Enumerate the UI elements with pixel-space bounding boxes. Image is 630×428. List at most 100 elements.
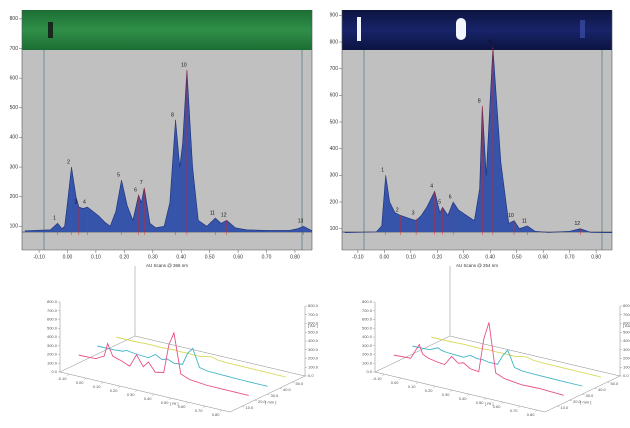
z-tick-label: 100.0 bbox=[47, 360, 58, 365]
y-tick-label: 300 bbox=[330, 173, 339, 179]
depth-tick-label: 10.0 bbox=[246, 405, 255, 410]
x-tick-label: 0.30 bbox=[127, 392, 136, 397]
z-tick-label: 600.0 bbox=[308, 321, 319, 326]
z-tick-label: 600.0 bbox=[362, 317, 373, 322]
depth-tick bbox=[582, 393, 585, 396]
z-tick-label: 300.0 bbox=[47, 343, 58, 348]
z-tick-label: 200.0 bbox=[362, 352, 373, 357]
x-tick bbox=[450, 389, 452, 393]
z-tick-label: 800.0 bbox=[362, 299, 373, 304]
x-tick-label: 0.30 bbox=[442, 392, 451, 397]
x-axis-label: [ Rf ] bbox=[170, 401, 178, 406]
x-tick-label: 0.50 bbox=[161, 400, 170, 405]
x-tick-label: 0.10 bbox=[408, 384, 417, 389]
box-edge bbox=[134, 335, 306, 377]
x-tick bbox=[169, 397, 171, 401]
z-tick-label: 600.0 bbox=[47, 317, 58, 322]
plate-image bbox=[342, 10, 612, 50]
z-tick-label: 700.0 bbox=[308, 312, 319, 317]
trace bbox=[431, 336, 602, 378]
x-tick-label: 0.20 bbox=[432, 254, 442, 260]
depth-tick-label: 40.0 bbox=[598, 387, 607, 392]
x-tick-label: -0.10 bbox=[352, 254, 364, 260]
trace bbox=[344, 47, 613, 233]
x-tick bbox=[186, 401, 188, 405]
depth-tick-label: 50.0 bbox=[611, 381, 620, 386]
charts: 100 200 300 400 500 600 700 800 -0.10 0.00 0.10 0.2… bbox=[10, 10, 630, 417]
depth-tick bbox=[279, 387, 283, 390]
plate-spot bbox=[357, 17, 361, 41]
x-tick-label: -0.10 bbox=[372, 376, 382, 381]
x-tick bbox=[135, 389, 137, 393]
z-tick-label: 700.0 bbox=[362, 308, 373, 313]
z-tick-label: 100.0 bbox=[308, 364, 319, 369]
z-tick-label: 400.0 bbox=[362, 334, 373, 339]
z-tick-label: 0.0 bbox=[366, 369, 372, 374]
x-tick-label: 0.10 bbox=[93, 384, 102, 389]
z-tick-label: 400.0 bbox=[623, 338, 630, 343]
z-tick-label: 500.0 bbox=[623, 329, 630, 334]
z-axis-label: [ AU ] bbox=[623, 323, 630, 328]
peak-label: 2 bbox=[67, 159, 70, 165]
x-tick-label: 0.50 bbox=[205, 254, 215, 260]
y-tick-label: 200 bbox=[330, 199, 339, 205]
depth-tick-label: 40.0 bbox=[283, 387, 292, 392]
x-axis-label: AU Scans @ 366 nm bbox=[146, 263, 188, 268]
peak-label: 10 bbox=[508, 213, 514, 219]
x-tick-label: 0.10 bbox=[406, 254, 416, 260]
x-tick-label: 0.80 bbox=[212, 412, 221, 417]
x-tick-label: 0.70 bbox=[195, 408, 204, 413]
z-tick-label: 0.0 bbox=[51, 369, 57, 374]
peak-label: 10 bbox=[181, 62, 187, 68]
z-axis-label: [ AU ] bbox=[308, 323, 318, 328]
depth-tick-label: 50.0 bbox=[296, 381, 305, 386]
x-tick-label: 0.40 bbox=[485, 254, 495, 260]
x-tick bbox=[518, 405, 520, 409]
x-tick-label: 0.80 bbox=[290, 254, 300, 260]
x-tick bbox=[152, 393, 154, 397]
x-tick-label: 0.70 bbox=[262, 254, 272, 260]
box-edge bbox=[374, 371, 546, 413]
peak-label: 3 bbox=[74, 199, 77, 205]
depth-tick bbox=[292, 381, 295, 384]
peak-label: 2 bbox=[396, 208, 399, 214]
peak-label: 6 bbox=[449, 194, 452, 200]
x-tick-label: 0.00 bbox=[63, 254, 73, 260]
y-tick-label: 100 bbox=[330, 226, 339, 232]
z-tick-label: 0.0 bbox=[623, 373, 629, 378]
depth-tick bbox=[242, 405, 245, 408]
box-edge bbox=[449, 335, 621, 377]
y-tick-label: 400 bbox=[10, 135, 19, 141]
x-tick-label: 0.00 bbox=[391, 380, 400, 385]
x-tick-label: -0.10 bbox=[57, 376, 67, 381]
z-tick-label: 800.0 bbox=[47, 299, 58, 304]
x-tick bbox=[101, 381, 103, 385]
depth-tick bbox=[557, 405, 560, 408]
z-tick-label: 200.0 bbox=[623, 356, 630, 361]
x-axis-label: AU Scans @ 254 nm bbox=[456, 263, 498, 268]
trace bbox=[97, 345, 268, 387]
y-tick-label: 200 bbox=[10, 194, 19, 200]
z-tick-label: 400.0 bbox=[47, 334, 58, 339]
y-tick-label: 300 bbox=[10, 164, 19, 170]
depth-tick-label: 30.0 bbox=[271, 393, 280, 398]
box-edge bbox=[374, 335, 451, 373]
x-tick-label: 0.40 bbox=[144, 396, 153, 401]
x-tick-label: 0.30 bbox=[148, 254, 158, 260]
depth-tick bbox=[267, 393, 270, 396]
x-tick-label: 0.40 bbox=[176, 254, 186, 260]
peak-label: 11 bbox=[210, 210, 215, 216]
peak-label: 5 bbox=[438, 200, 441, 206]
y-tick-label: 900 bbox=[330, 13, 339, 19]
depth-tick bbox=[569, 399, 573, 402]
trace bbox=[412, 345, 583, 387]
depth-tick-label: 20.0 bbox=[258, 399, 267, 404]
trace bbox=[78, 331, 249, 396]
peak-label: 12 bbox=[221, 213, 227, 219]
peak-label: 6 bbox=[134, 188, 137, 194]
z-tick-label: 600.0 bbox=[623, 321, 630, 326]
peak-label: 3 bbox=[412, 210, 415, 216]
x-tick-label: 0.70 bbox=[510, 408, 519, 413]
